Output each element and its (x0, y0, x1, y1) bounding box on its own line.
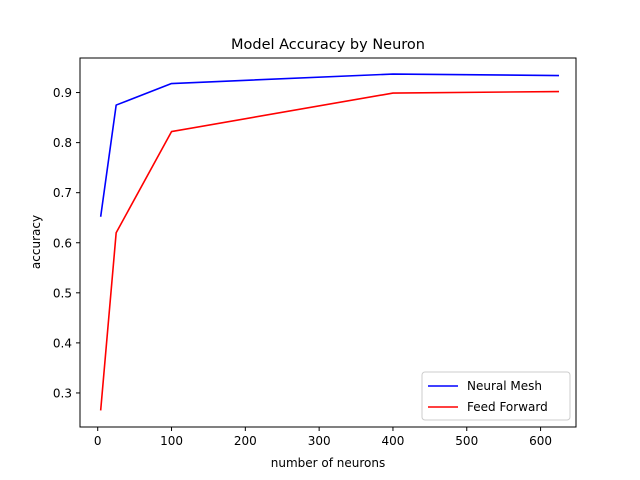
x-tick-label: 600 (529, 434, 552, 448)
legend-box (421, 371, 571, 421)
x-tick-label: 0 (94, 434, 102, 448)
x-tick-label: 500 (455, 434, 478, 448)
y-tick-label: 0.4 (53, 336, 72, 350)
legend-label-feed-forward: Feed Forward (467, 400, 548, 414)
x-axis-label: number of neurons (271, 456, 386, 470)
y-axis: 0.3 0.4 0.5 0.6 0.7 0.8 0.9 (53, 86, 80, 400)
x-tick-label: 100 (160, 434, 183, 448)
x-tick-label: 200 (234, 434, 257, 448)
x-axis: 0 100 200 300 400 500 600 (94, 427, 552, 448)
y-tick-label: 0.3 (53, 386, 72, 400)
x-tick-label: 400 (381, 434, 404, 448)
y-tick-label: 0.8 (53, 136, 72, 150)
chart-title: Model Accuracy by Neuron (231, 37, 425, 53)
legend: Neural Mesh Feed Forward (421, 371, 571, 421)
legend-label-neural-mesh: Neural Mesh (467, 379, 542, 393)
y-tick-label: 0.6 (53, 236, 72, 250)
y-tick-label: 0.5 (53, 286, 72, 300)
series-layer (99, 73, 560, 411)
y-tick-label: 0.9 (53, 86, 72, 100)
y-axis-label: accuracy (29, 215, 43, 269)
y-tick-label: 0.7 (53, 186, 72, 200)
x-tick-label: 300 (308, 434, 331, 448)
